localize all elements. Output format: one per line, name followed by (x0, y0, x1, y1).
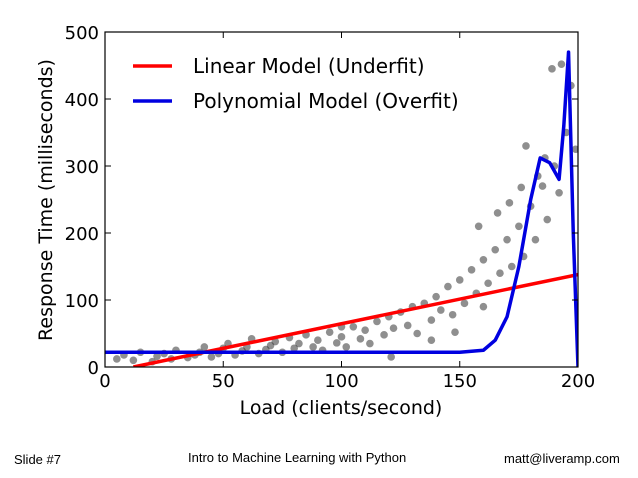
scatter-point (496, 269, 504, 278)
scatter-point (503, 235, 511, 244)
scatter-point (309, 343, 317, 351)
scatter-point (432, 292, 440, 301)
legend: Linear Model (Underfit) Polynomial Model … (133, 54, 459, 113)
scatter-point (295, 339, 303, 348)
scatter-point (366, 339, 374, 348)
scatter-point (479, 255, 488, 264)
x-tick-label: 0 (99, 371, 110, 392)
scatter-point (113, 355, 121, 363)
scatter-point (314, 336, 322, 345)
scatter-point (153, 352, 161, 361)
y-tick-label: 200 (65, 224, 99, 245)
scatter-point (356, 335, 365, 343)
legend-label: Linear Model (Underfit) (193, 54, 425, 78)
x-tick-label: 100 (324, 371, 358, 392)
scatter-point (427, 336, 436, 345)
scatter-point (555, 189, 563, 197)
x-tick-label: 150 (443, 371, 477, 392)
scatter-point (451, 328, 459, 336)
scatter-point (427, 316, 436, 324)
x-tick-label: 50 (212, 371, 235, 392)
x-tick-label: 200 (561, 371, 595, 392)
legend-label: Polynomial Model (Overfit) (193, 89, 459, 113)
scatter-point (389, 324, 398, 332)
scatter-point (484, 279, 492, 288)
scatter-point (517, 183, 526, 192)
scatter-point (448, 310, 457, 319)
scatter-point (467, 266, 476, 274)
polynomial-model-line (105, 50, 578, 367)
scatter-point (474, 222, 483, 231)
scatter-point (491, 245, 500, 254)
scatter-point (380, 331, 388, 339)
y-tick-label: 0 (88, 358, 99, 379)
scatter-point (515, 222, 523, 231)
scatter-point (129, 356, 138, 365)
scatter-point (531, 235, 540, 244)
scatter-point (522, 142, 530, 150)
scatter-point (460, 299, 469, 308)
scatter-point (332, 339, 341, 347)
scatter-point (337, 333, 346, 341)
scatter-point (571, 145, 578, 154)
plot-area (105, 50, 578, 367)
slide-title: Intro to Machine Learning with Python (188, 450, 407, 465)
scatter-point (493, 209, 502, 217)
author-email: matt@liveramp.com (504, 451, 620, 466)
scatter-point (207, 353, 216, 361)
y-tick-label: 100 (65, 291, 99, 312)
scatter-point (444, 282, 452, 291)
scatter-point (557, 60, 566, 68)
scatter-point (479, 302, 488, 311)
scatter-point (455, 276, 464, 284)
scatter-point (413, 329, 421, 338)
scatter-point (538, 182, 547, 190)
scatter-point (437, 306, 445, 314)
slide-number: Slide #7 (14, 452, 61, 467)
x-axis-label: Load (clients/second) (240, 397, 443, 419)
scatter-point (387, 353, 395, 361)
axes: 0 50 100 150 200 0 100 200 300 400 500 (65, 23, 596, 392)
y-axis-label: Response Time (milliseconds) (35, 59, 57, 341)
scatter-point (373, 317, 381, 326)
scatter-point (543, 215, 552, 224)
scatter-point (548, 65, 556, 73)
scatter-point (290, 344, 299, 353)
scatter-point (200, 343, 209, 351)
y-tick-label: 400 (65, 90, 99, 111)
y-tick-label: 300 (65, 157, 99, 178)
scatter-point (342, 343, 351, 351)
scatter-point (507, 262, 516, 271)
scatter-point (349, 323, 358, 331)
scatter-point (325, 328, 334, 336)
chart: 0 50 100 150 200 0 100 200 300 400 500 Linear Mode… (35, 23, 596, 419)
scatter-point (403, 321, 412, 330)
scatter-point (505, 199, 514, 207)
y-tick-label: 500 (65, 23, 99, 44)
scatter-point (361, 326, 369, 334)
